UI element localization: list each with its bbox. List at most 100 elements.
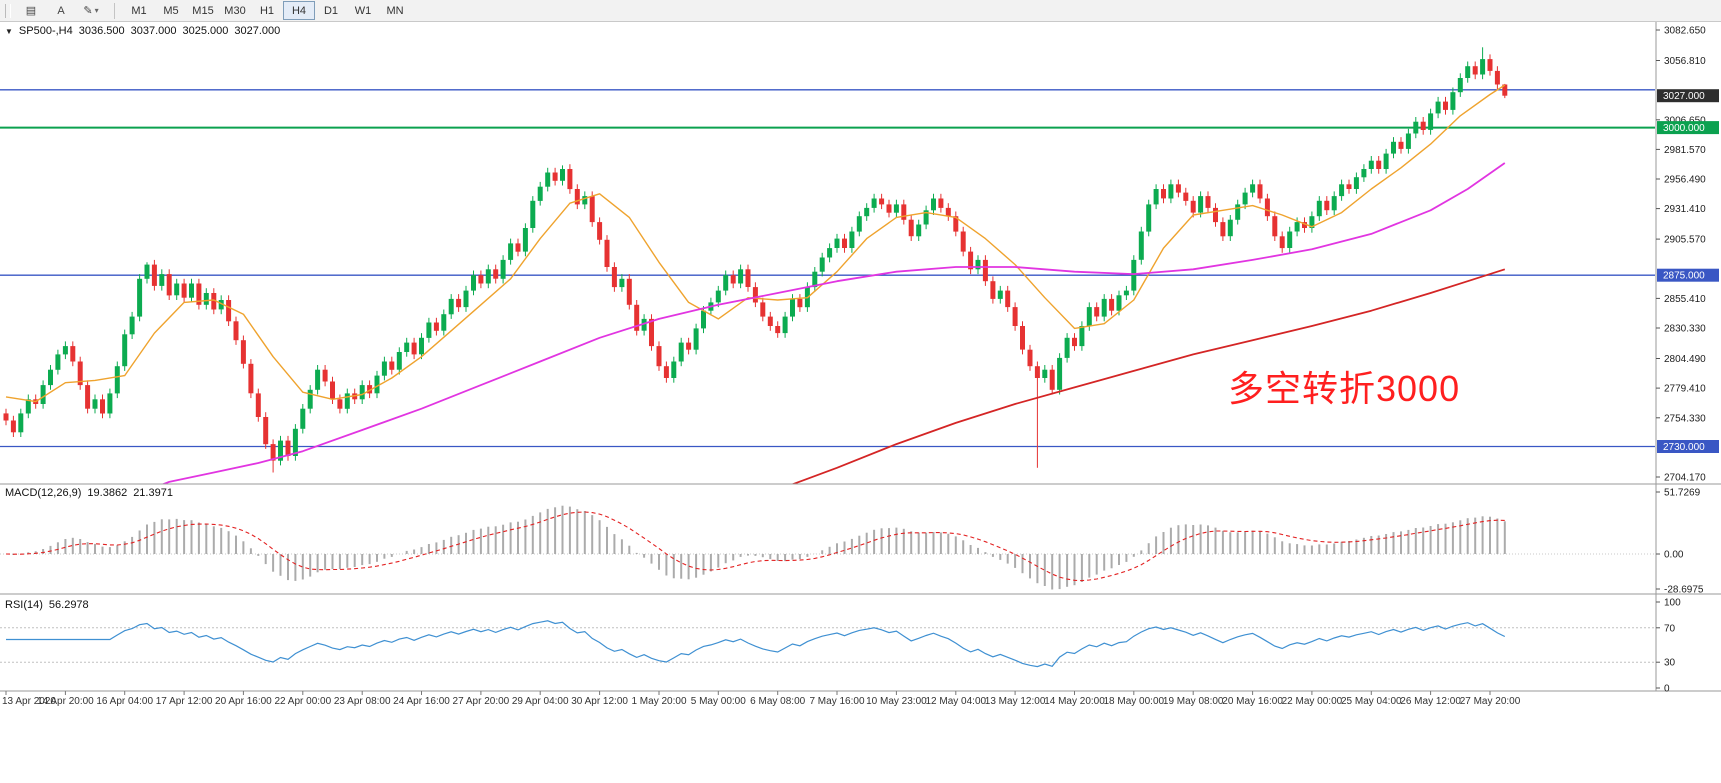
toolbar-grip[interactable] bbox=[5, 3, 11, 18]
chart-background bbox=[0, 22, 1721, 722]
timeframe-button-d1[interactable]: D1 bbox=[323, 4, 339, 17]
time-tick-label: 24 Apr 16:00 bbox=[393, 696, 450, 707]
chart-window-icon: ▤ bbox=[25, 5, 37, 17]
time-tick-label: 27 May 20:00 bbox=[1460, 696, 1521, 707]
price-tick-label: 3006.650 bbox=[1664, 115, 1706, 126]
rsi-line bbox=[6, 620, 1506, 668]
time-tick-label: 10 May 23:00 bbox=[866, 696, 927, 707]
price-tick-label: 2704.170 bbox=[1664, 473, 1706, 484]
bid-price-label: 3027.000 bbox=[1663, 91, 1705, 102]
macd-indicator-header: MACD(12,26,9) 19.3862 21.3971 bbox=[5, 487, 173, 499]
text-label-button[interactable]: A bbox=[46, 1, 76, 21]
blue-level-line-label-bg bbox=[1657, 268, 1719, 282]
bid-price-label-bg bbox=[1657, 89, 1719, 103]
chart-annotation: 多空转折3000 bbox=[1228, 368, 1461, 409]
blue-level-line-label: 2875.000 bbox=[1663, 271, 1705, 282]
time-tick-label: 5 May 00:00 bbox=[691, 696, 746, 707]
macd-label: MACD(12,26,9) bbox=[5, 487, 82, 499]
rsi-label: RSI(14) bbox=[5, 599, 43, 611]
price-tick-label: 2956.490 bbox=[1664, 175, 1706, 186]
time-tick-label: 6 May 08:00 bbox=[750, 696, 805, 707]
time-tick-label: 12 May 04:00 bbox=[925, 696, 986, 707]
price-tick-label: 2754.330 bbox=[1664, 413, 1706, 424]
price-tick-label: 2830.330 bbox=[1664, 324, 1706, 335]
blue-level-line-label: 2730.000 bbox=[1663, 442, 1705, 453]
text-label-icon: A bbox=[57, 4, 65, 17]
macd-value-main: 19.3862 bbox=[87, 487, 128, 499]
blue-level-line-label-bg bbox=[1657, 440, 1719, 453]
time-tick-label: 14 May 20:00 bbox=[1044, 696, 1105, 707]
chevron-down-icon[interactable]: ▾ bbox=[94, 6, 99, 15]
macd-axis-label: 0.00 bbox=[1664, 550, 1684, 561]
macd-value-signal: 21.3971 bbox=[133, 487, 173, 499]
draw-tools-button[interactable]: ✎ ▾ bbox=[76, 1, 106, 21]
time-tick-label: 27 Apr 20:00 bbox=[453, 696, 510, 707]
macd-axis-label: -28.6975 bbox=[1664, 585, 1704, 596]
timeframe-buttons: M1 M5 M15 M30 H1 H4 D1 W1 MN bbox=[123, 1, 411, 20]
chart-dropdown-icon[interactable]: ▼ bbox=[5, 26, 13, 36]
chart-symbol-title: ▼ SP500-,H4 3036.500 3037.000 3025.000 3… bbox=[5, 25, 280, 37]
green-level-line-label-bg bbox=[1657, 121, 1719, 135]
price-tick-label: 3082.650 bbox=[1664, 26, 1706, 37]
time-tick-label: 23 Apr 08:00 bbox=[334, 696, 391, 707]
symbol-label: SP500-,H4 bbox=[18, 25, 73, 37]
time-tick-label: 19 May 08:00 bbox=[1163, 696, 1224, 707]
time-tick-label: 26 May 12:00 bbox=[1400, 696, 1461, 707]
ma-slow-red-line[interactable] bbox=[792, 268, 1506, 484]
toolbar-separator bbox=[114, 2, 115, 19]
time-tick-label: 13 May 12:00 bbox=[985, 696, 1046, 707]
time-tick-label: 7 May 16:00 bbox=[809, 696, 864, 707]
rsi-value: 56.2978 bbox=[48, 599, 89, 611]
time-tick-label: 16 Apr 04:00 bbox=[96, 696, 153, 707]
timeframe-button-m1[interactable]: M1 bbox=[131, 4, 147, 17]
green-level-line-label: 3000.000 bbox=[1663, 123, 1705, 134]
time-tick-label: 29 Apr 04:00 bbox=[512, 696, 569, 707]
price-tick-label: 3056.810 bbox=[1664, 56, 1706, 67]
toolbar-icon-buttons: ▤ A ✎ ▾ bbox=[16, 1, 106, 21]
timeframe-button-m15[interactable]: M15 bbox=[192, 4, 214, 17]
time-tick-label: 20 May 16:00 bbox=[1222, 696, 1283, 707]
ma-mid-magenta-line[interactable] bbox=[132, 162, 1506, 496]
ohlc-high: 3037.000 bbox=[130, 25, 177, 37]
timeframe-button-h1[interactable]: H1 bbox=[259, 4, 275, 17]
timeframe-button-w1[interactable]: W1 bbox=[354, 4, 372, 17]
candles-layer bbox=[3, 47, 1508, 473]
price-tick-label: 2931.410 bbox=[1664, 204, 1706, 215]
macd-axis-label: 51.7269 bbox=[1664, 488, 1701, 499]
price-axis: 3082.650 3056.810 3006.650 2981.570 2956.490… bbox=[1656, 26, 1719, 484]
price-tick-label: 2855.410 bbox=[1664, 294, 1706, 305]
toolbar: ▤ A ✎ ▾ M1 M5 M15 M30 H1 H4 D1 W1 MN bbox=[0, 0, 1721, 22]
rsi-indicator-header: RSI(14) 56.2978 bbox=[5, 599, 89, 611]
rsi-axis-label: 0 bbox=[1664, 684, 1670, 695]
time-tick-label: 18 May 00:00 bbox=[1103, 696, 1164, 707]
timeframe-button-m30[interactable]: M30 bbox=[224, 4, 246, 17]
timeframe-button-m5[interactable]: M5 bbox=[163, 4, 179, 17]
ohlc-close: 3027.000 bbox=[234, 25, 281, 37]
time-tick-label: 22 Apr 00:00 bbox=[274, 696, 331, 707]
time-tick-label: 17 Apr 12:00 bbox=[156, 696, 213, 707]
chart-window-button[interactable]: ▤ bbox=[16, 1, 46, 21]
level-lines-layer[interactable] bbox=[0, 89, 1655, 448]
price-chart[interactable]: 3082.650 3056.810 3006.650 2981.570 2956.490… bbox=[0, 22, 1721, 722]
price-tick-label: 2779.410 bbox=[1664, 384, 1706, 395]
macd-panel: 51.7269 0.00 -28.6975 bbox=[0, 488, 1704, 596]
macd-signal-line bbox=[5, 511, 1505, 582]
ohlc-low: 3025.000 bbox=[182, 25, 229, 37]
rsi-panel: 100 70 30 0 bbox=[0, 598, 1681, 695]
timeframe-button-h4[interactable]: H4 bbox=[283, 1, 315, 20]
time-tick-label: 13 Apr 2020 bbox=[2, 696, 56, 707]
rsi-axis-label: 70 bbox=[1664, 623, 1676, 634]
ma-fast-orange-line[interactable] bbox=[5, 84, 1506, 403]
timeframe-button-mn[interactable]: MN bbox=[386, 4, 404, 17]
price-tick-label: 2804.490 bbox=[1664, 354, 1706, 365]
moving-averages-layer bbox=[5, 84, 1506, 496]
time-tick-label: 20 Apr 16:00 bbox=[215, 696, 272, 707]
time-tick-label: 1 May 20:00 bbox=[631, 696, 686, 707]
draw-tools-icon: ✎ bbox=[83, 5, 93, 17]
rsi-axis-label: 100 bbox=[1664, 598, 1681, 609]
ohlc-open: 3036.500 bbox=[78, 25, 125, 37]
price-tick-label: 2981.570 bbox=[1664, 145, 1706, 156]
time-tick-label: 22 May 00:00 bbox=[1282, 696, 1343, 707]
time-tick-label: 14 Apr 20:00 bbox=[37, 696, 94, 707]
